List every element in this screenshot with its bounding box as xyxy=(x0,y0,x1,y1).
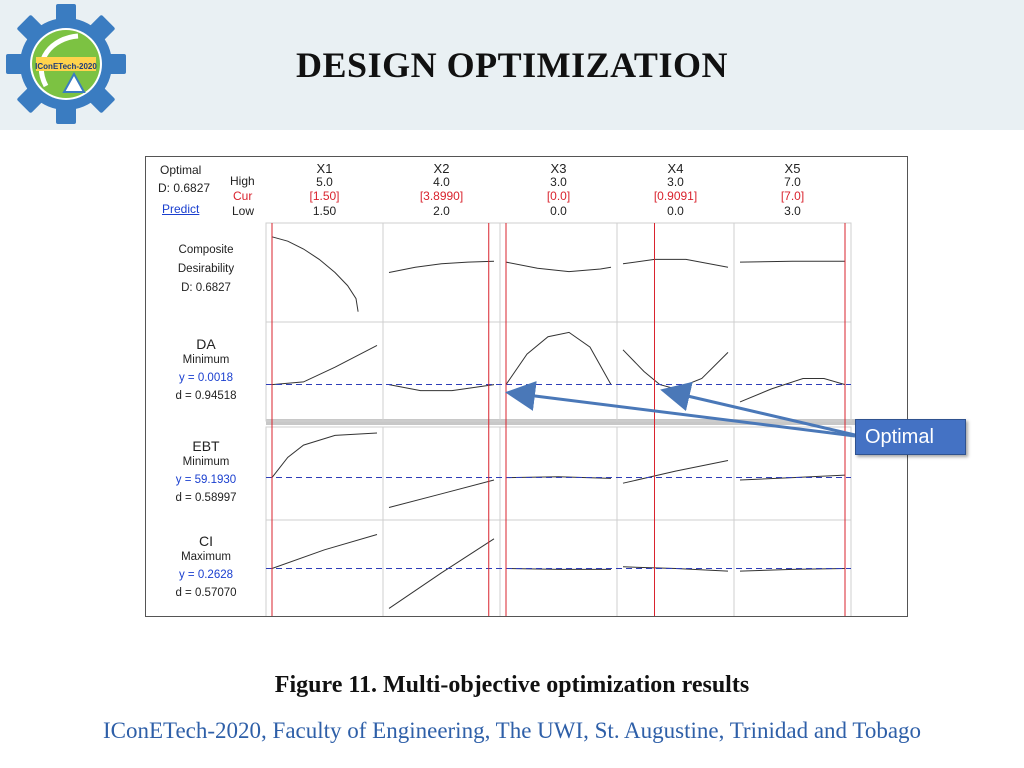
curve-r0-x2 xyxy=(388,260,495,273)
curve-r3-x1 xyxy=(271,534,378,569)
logo-text: IConETech-2020 xyxy=(35,62,97,71)
cell-r0-c0 xyxy=(265,222,384,323)
curve-r2-x4 xyxy=(622,460,729,484)
factor-high-x4: 3.0 xyxy=(667,175,684,189)
factor-current-x4: [0.9091] xyxy=(653,189,698,203)
optimal-callout: Optimal xyxy=(855,419,966,455)
factor-name-x2: X2 xyxy=(433,161,450,176)
factor-low-x5: 3.0 xyxy=(784,204,801,218)
curve-r1-x3 xyxy=(505,331,612,385)
cell-r2-c2 xyxy=(499,426,618,521)
figure-caption: Figure 11. Multi-objective optimization … xyxy=(274,672,750,698)
response-1-line-3: d = 0.94518 xyxy=(175,389,237,402)
curve-r1-x5 xyxy=(739,378,846,403)
factor-current-x3: [0.0] xyxy=(546,189,571,203)
cell-r1-c3 xyxy=(616,321,735,422)
factor-name-x3: X3 xyxy=(550,161,567,176)
factor-high-x3: 3.0 xyxy=(550,175,567,189)
cell-r0-c3 xyxy=(616,222,735,323)
curve-r1-x2 xyxy=(388,384,495,392)
response-3-line-2: y = 0.2628 xyxy=(178,568,234,581)
cell-r2-c0 xyxy=(265,426,384,521)
curve-r2-x1 xyxy=(271,432,378,478)
response-0-line-1: Desirability xyxy=(177,263,235,275)
curve-r2-x3 xyxy=(505,476,612,479)
cell-r2-c1 xyxy=(382,426,501,521)
page-title: DESIGN OPTIMIZATION xyxy=(296,45,728,85)
cell-r1-c1 xyxy=(382,321,501,422)
predict-link[interactable]: Predict xyxy=(162,202,200,216)
curve-r3-x4 xyxy=(622,566,729,572)
factor-name-x4: X4 xyxy=(667,161,684,176)
response-2-line-0: EBT xyxy=(192,437,220,454)
response-1-line-1: Minimum xyxy=(182,353,230,366)
response-2-line-3: d = 0.58997 xyxy=(175,491,237,504)
cell-r2-c3 xyxy=(616,426,735,521)
factor-low-x3: 0.0 xyxy=(550,204,567,218)
factor-high-x2: 4.0 xyxy=(433,175,450,189)
factor-current-x5: [7.0] xyxy=(780,189,805,203)
curve-r3-x2 xyxy=(388,538,495,609)
factor-current-x1: [1.50] xyxy=(309,189,340,203)
factor-low-x2: 2.0 xyxy=(433,204,450,218)
curve-r0-x3 xyxy=(505,261,612,273)
iconetech-logo: IConETech-2020 xyxy=(6,4,126,124)
response-1-line-0: DA xyxy=(196,335,216,352)
row-label-high: High xyxy=(230,174,255,188)
cell-r1-c0 xyxy=(265,321,384,422)
response-0-line-2: D: 0.6827 xyxy=(181,282,231,294)
cell-r3-c0 xyxy=(265,519,384,616)
curve-r0-x1 xyxy=(271,236,359,312)
curve-r0-x4 xyxy=(622,258,729,268)
factor-current-x2: [3.8990] xyxy=(419,189,464,203)
response-0-line-0: Composite xyxy=(178,244,234,256)
cell-r1-c4 xyxy=(733,321,852,422)
response-3-line-1: Maximum xyxy=(181,550,231,563)
row-separator-band xyxy=(266,419,907,425)
factor-high-x5: 7.0 xyxy=(784,175,801,189)
factor-name-x5: X5 xyxy=(784,161,801,176)
curve-r2-x5 xyxy=(739,474,846,481)
response-2-line-2: y = 59.1930 xyxy=(175,473,237,486)
response-1-line-2: y = 0.0018 xyxy=(178,371,234,384)
cell-r2-c4 xyxy=(733,426,852,521)
optimal-label: Optimal xyxy=(160,163,202,177)
row-label-cur: Cur xyxy=(233,189,253,203)
curve-r2-x2 xyxy=(388,479,495,508)
plot-grid xyxy=(265,222,907,616)
curve-r0-x5 xyxy=(739,260,845,263)
desirability-value: D: 0.6827 xyxy=(158,181,211,195)
factor-low-x4: 0.0 xyxy=(667,204,684,218)
response-3-line-3: d = 0.57070 xyxy=(175,586,237,599)
row-label-low: Low xyxy=(232,204,255,218)
response-2-line-1: Minimum xyxy=(182,455,230,468)
factor-name-x1: X1 xyxy=(316,161,333,176)
footer-text: IConETech-2020, Faculty of Engineering, … xyxy=(102,718,922,743)
cell-r0-c2 xyxy=(499,222,618,323)
factor-low-x1: 1.50 xyxy=(312,204,337,218)
cell-r0-c4 xyxy=(733,222,852,323)
title-banner: IConETech-2020 DESIGN OPTIMIZATION xyxy=(0,0,1024,130)
curve-r1-x4 xyxy=(622,349,729,390)
response-3-line-0: CI xyxy=(199,532,213,549)
curve-r1-x1 xyxy=(271,344,378,386)
cell-r1-c2 xyxy=(499,321,618,422)
optimization-plot-panel: Optimal D: 0.6827 Predict High Cur Low X… xyxy=(145,156,908,617)
curve-r3-x3 xyxy=(505,568,611,570)
factor-high-x1: 5.0 xyxy=(316,175,333,189)
cell-r0-c1 xyxy=(382,222,501,323)
